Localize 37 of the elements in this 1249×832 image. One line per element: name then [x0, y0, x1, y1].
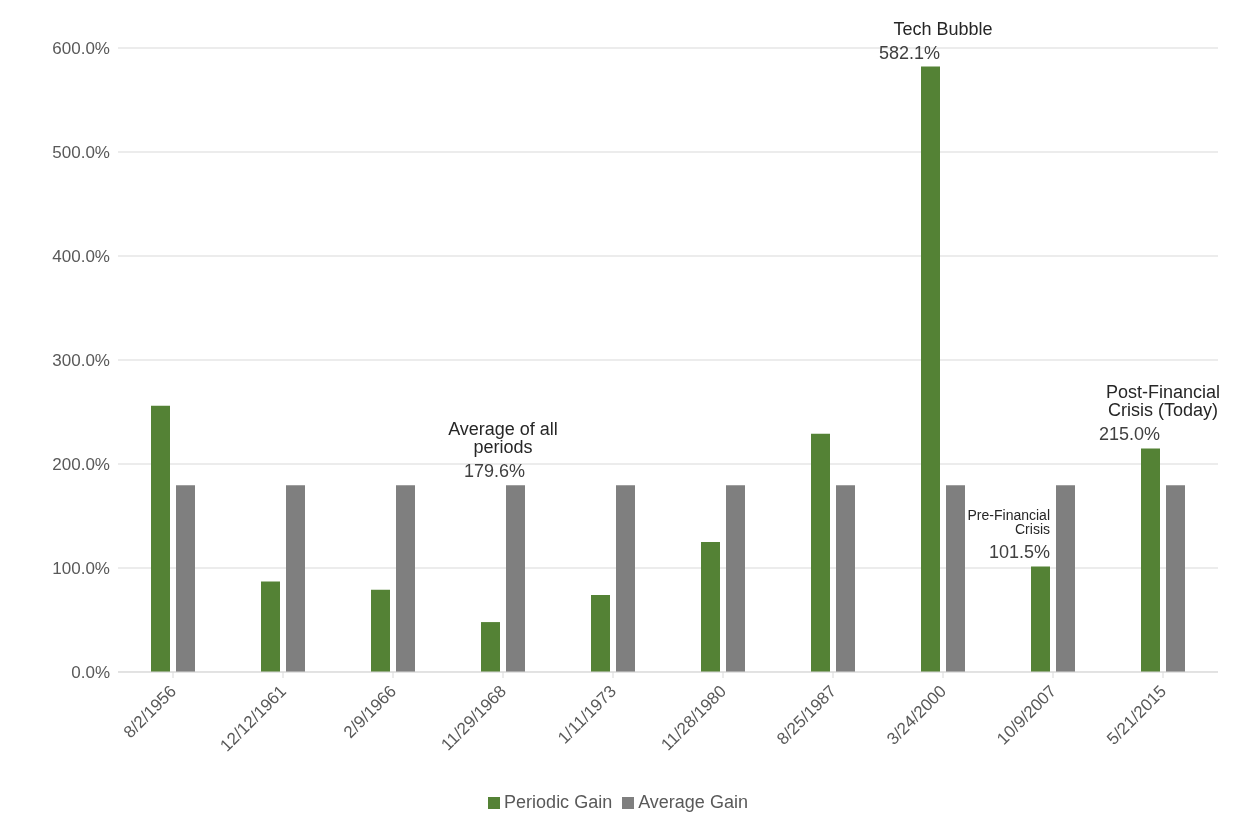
bar — [396, 485, 415, 672]
legend-label: Average Gain — [638, 792, 748, 812]
bar — [726, 485, 745, 672]
bar — [591, 595, 610, 672]
bar — [1141, 448, 1160, 672]
bar — [1166, 485, 1185, 672]
bar — [701, 542, 720, 672]
data-label: 179.6% — [463, 461, 525, 482]
annotation: Average of all periods — [448, 419, 558, 458]
y-tick-label: 200.0% — [52, 455, 110, 475]
y-tick-label: 600.0% — [52, 39, 110, 59]
bar — [371, 589, 390, 672]
y-tick-label: 100.0% — [52, 559, 110, 579]
bar — [836, 485, 855, 672]
bar — [921, 66, 940, 672]
bar — [261, 581, 280, 672]
bar — [811, 433, 830, 672]
data-label: 101.5% — [988, 542, 1050, 563]
data-label: 582.1% — [878, 42, 940, 63]
bar — [286, 485, 305, 672]
y-tick-label: 0.0% — [71, 663, 110, 683]
bar — [616, 485, 635, 672]
bar — [481, 622, 500, 672]
bar — [1031, 566, 1050, 672]
bar — [176, 485, 195, 672]
bar — [151, 405, 170, 672]
y-tick-label: 300.0% — [52, 351, 110, 371]
y-tick-label: 400.0% — [52, 247, 110, 267]
bar — [506, 485, 525, 672]
data-label: 215.0% — [1098, 424, 1160, 445]
annotation: Tech Bubble — [893, 18, 993, 39]
bar — [1056, 485, 1075, 672]
annotation: Pre-Financial Crisis — [967, 507, 1050, 538]
y-tick-label: 500.0% — [52, 143, 110, 163]
legend-label: Periodic Gain — [504, 792, 613, 812]
annotation: Post-Financial Crisis (Today) — [1105, 382, 1221, 421]
bar — [946, 485, 965, 672]
